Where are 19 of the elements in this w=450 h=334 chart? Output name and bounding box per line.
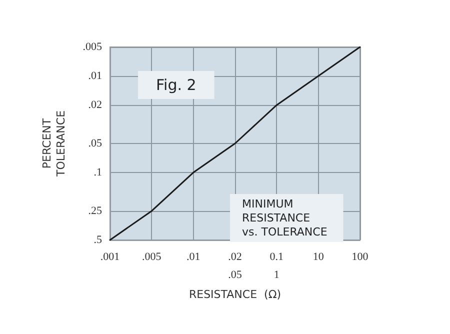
x-tick-label: 100 — [352, 251, 369, 263]
y-axis-title: PERCENT TOLERANCE — [40, 110, 68, 178]
y-tick-label: .1 — [94, 166, 102, 179]
line-series — [109, 46, 361, 241]
y-tick-label: .02 — [88, 99, 102, 112]
y-tick-label: .25 — [88, 204, 102, 217]
annotation: Fig. 2 — [156, 76, 196, 94]
y-tick-label: .5 — [94, 234, 102, 246]
y-tick-label: .005 — [82, 41, 102, 53]
x-axis-title: RESISTANCE (Ω) — [188, 288, 282, 301]
x-tick-label: 10 — [312, 251, 324, 263]
x-tick-label: 0.1 1 — [270, 251, 284, 281]
x-tick-label: .005 — [142, 251, 162, 263]
y-tick-label: .05 — [88, 138, 102, 150]
y-tick-label: .01 — [88, 70, 102, 82]
x-tick-label: .001 — [100, 251, 120, 263]
x-tick-label: .02 .05 — [228, 251, 242, 281]
x-tick-label: .01 — [186, 251, 200, 263]
annotation: MINIMUM RESISTANCE vs. TOLERANCE — [242, 198, 328, 238]
